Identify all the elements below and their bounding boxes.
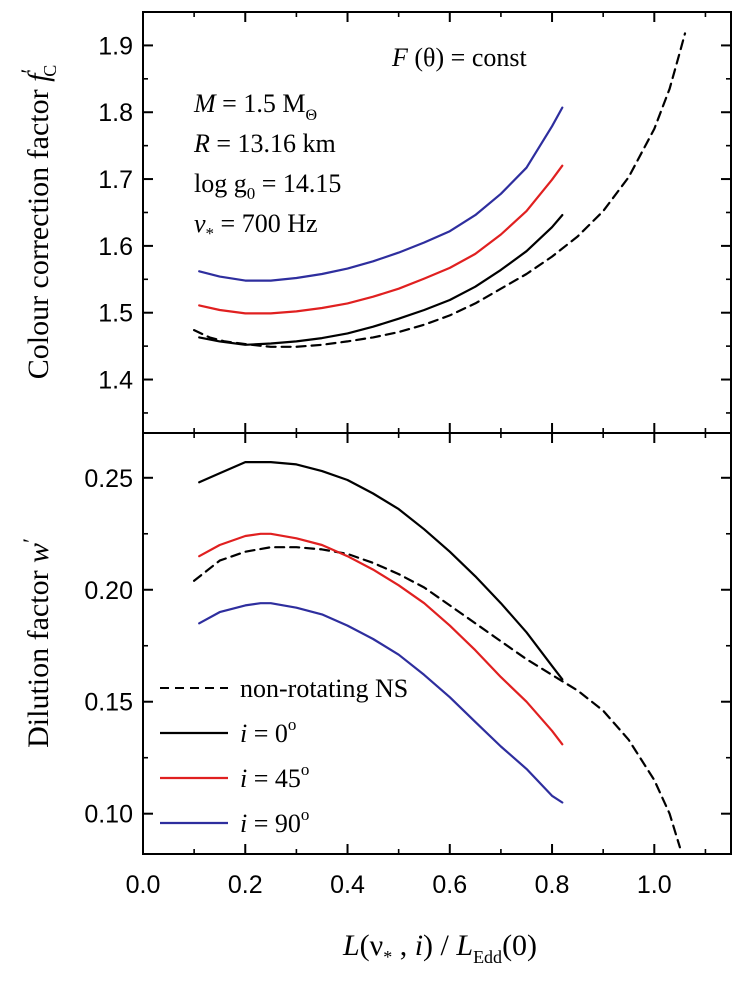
legend-label-i45: i = 45o — [240, 760, 309, 793]
x-axis-title: L(ν* , i) / LEdd(0) — [342, 929, 537, 967]
bottom-panel-frame — [142, 432, 732, 855]
top-y-tick-label: 1.5 — [98, 300, 133, 328]
top-y-tick-label: 1.6 — [98, 233, 133, 261]
bottom-series-non-rotating-ns — [193, 546, 681, 849]
bottom-series-group — [193, 461, 681, 849]
bottom-y-axis-title: Dilution factor w′ — [18, 538, 55, 748]
annotation-gravity: log g0 = 14.15 — [194, 169, 341, 203]
annotation-radius: R = 13.16 km — [193, 129, 336, 158]
annotation-mass: M = 1.5 MΘ — [193, 89, 317, 124]
bottom-series-i-90 — [198, 602, 564, 804]
top-y-tick-label: 1.8 — [98, 99, 133, 127]
top-y-ticks: 1.4 1.5 1.6 1.7 1.8 1.9 — [98, 12, 731, 433]
legend-label-non-rotating: non-rotating NS — [240, 674, 408, 703]
x-ticks: 0.0 0.2 0.4 0.6 0.8 1.0 — [126, 871, 672, 899]
top-series-i-45 — [198, 164, 564, 315]
x-tick-label: 1.0 — [637, 871, 672, 899]
bottom-series-i-45 — [198, 532, 564, 746]
bottom-y-tick-label: 0.20 — [84, 577, 133, 605]
x-tick-label: 0.2 — [228, 871, 263, 899]
legend-label-i0: i = 0o — [240, 715, 296, 748]
bottom-y-tick-label: 0.15 — [84, 689, 133, 717]
top-y-tick-label: 1.9 — [98, 32, 133, 60]
annotation-condition: F (θ) = const — [391, 43, 527, 72]
top-series-group — [193, 32, 687, 348]
bottom-y-tick-label: 0.25 — [84, 465, 133, 493]
legend: non-rotating NS i = 0o i = 45o i = 90o — [160, 674, 408, 838]
top-y-axis-title: Colour correction factor f′C — [16, 65, 60, 380]
bottom-y-ticks: 0.10 0.15 0.20 0.25 — [84, 433, 731, 854]
legend-label-i90: i = 90o — [240, 805, 309, 838]
x-tick-label: 0.4 — [330, 871, 365, 899]
top-series-i-90 — [198, 106, 564, 282]
x-tick-label: 0.6 — [432, 871, 467, 899]
x-tick-label: 0.0 — [126, 871, 161, 899]
top-y-tick-label: 1.7 — [98, 166, 133, 194]
top-series-i-0 — [198, 214, 564, 346]
x-tick-label: 0.8 — [535, 871, 570, 899]
top-y-tick-label: 1.4 — [98, 367, 133, 395]
bottom-series-i-0 — [198, 461, 564, 681]
top-series-non-rotating-ns — [193, 32, 687, 348]
annotation-frequency: ν* = 700 Hz — [194, 209, 318, 243]
bottom-y-tick-label: 0.10 — [84, 801, 133, 829]
